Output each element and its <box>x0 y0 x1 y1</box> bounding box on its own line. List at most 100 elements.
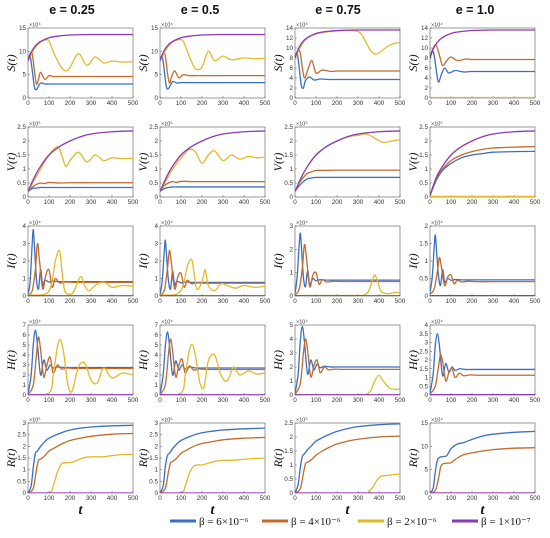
series-line-2-10 <box>28 339 133 395</box>
y-tick-label: 2.5 <box>17 124 26 131</box>
y-tick-label: 3 <box>154 420 158 427</box>
y-tick-label: 6 <box>154 332 158 339</box>
x-tick-label: 300 <box>353 397 364 404</box>
x-axis-label-1: t <box>79 503 84 518</box>
y-tick-label: 7 <box>22 322 26 329</box>
x-tick-label: 200 <box>467 298 478 305</box>
x-tick-label: 300 <box>488 495 499 502</box>
y-tick-label: 0.5 <box>149 478 158 485</box>
panel-r-t-e-0-5: 0 0.5 1 1.5 2 2.5 3 ×10⁵ 0 100 200 300 400 500 R(t) <box>136 417 271 503</box>
legend-label: β = 1×10⁻⁷ <box>481 516 531 528</box>
series-line-1-10 <box>430 29 535 59</box>
x-tick-label: 200 <box>65 100 76 107</box>
y-tick-label: 0.5 <box>149 180 158 187</box>
x-tick-label: 400 <box>374 199 385 206</box>
y-tick-label: 10 <box>286 45 294 52</box>
series-line-2-10 <box>28 38 133 72</box>
series-line-6-10 <box>28 55 133 91</box>
x-tick-label: 500 <box>128 100 139 107</box>
x-tick-label: 100 <box>44 100 55 107</box>
x-tick-label: 100 <box>446 397 457 404</box>
x-tick-label: 300 <box>218 397 229 404</box>
x-tick-label: 0 <box>158 199 162 206</box>
y-tick-label: 0.5 <box>419 383 428 390</box>
y-tick-label: 3 <box>424 340 428 347</box>
axis-exponent: ×10⁵ <box>161 417 173 424</box>
y-tick-label: 2.5 <box>17 432 26 439</box>
y-tick-label: 0 <box>424 293 428 300</box>
y-axis-label: H(t) <box>4 350 18 371</box>
y-tick-label: 2.5 <box>149 432 158 439</box>
x-tick-label: 300 <box>86 100 97 107</box>
y-tick-label: 1.5 <box>419 366 428 373</box>
axis-exponent: ×10⁴ <box>296 220 308 227</box>
y-axis-label: S(t) <box>136 54 150 71</box>
plot-area <box>159 225 266 297</box>
y-tick-label: 0 <box>22 293 26 300</box>
x-tick-label: 400 <box>107 397 118 404</box>
plot-area <box>429 324 536 396</box>
series-line-6-10 <box>160 331 265 395</box>
x-tick-label: 300 <box>488 298 499 305</box>
y-tick-label: 1.5 <box>149 152 158 159</box>
y-tick-label: 12 <box>421 35 429 42</box>
x-tick-label: 0 <box>428 397 432 404</box>
y-tick-label: 12 <box>286 35 294 42</box>
x-tick-label: 0 <box>428 298 432 305</box>
x-tick-label: 0 <box>158 397 162 404</box>
y-tick-label: 0 <box>289 95 293 102</box>
x-tick-label: 500 <box>260 397 271 404</box>
y-tick-label: 1 <box>424 258 428 265</box>
axis-exponent: ×10⁴ <box>431 417 443 424</box>
y-tick-label: 0 <box>289 194 293 201</box>
y-tick-label: 1 <box>289 166 293 173</box>
x-tick-label: 300 <box>353 199 364 206</box>
series-line-1-10 <box>295 130 400 192</box>
y-tick-label: 5 <box>289 322 293 329</box>
legend-label: β = 2×10⁻⁶ <box>387 516 437 528</box>
series-line-4-10 <box>160 52 265 84</box>
y-tick-label: 4 <box>289 75 293 82</box>
y-tick-label: 2 <box>22 443 26 450</box>
series-line-6-10 <box>430 234 535 293</box>
y-tick-label: 2 <box>424 85 428 92</box>
series-line-6-10 <box>295 52 400 90</box>
panel-s-t-e-0-25: 0 5 10 15 ×10⁴ 0 100 200 300 400 500 S(t) <box>4 22 139 108</box>
x-tick-label: 500 <box>128 199 139 206</box>
x-tick-label: 300 <box>353 100 364 107</box>
x-tick-label: 400 <box>239 495 250 502</box>
series-line-6-10 <box>295 176 400 192</box>
x-tick-label: 300 <box>218 298 229 305</box>
x-tick-label: 100 <box>311 397 322 404</box>
y-tick-label: 2.5 <box>284 420 293 427</box>
y-axis-label: R(t) <box>4 449 18 469</box>
x-tick-label: 400 <box>107 199 118 206</box>
y-tick-label: 0.5 <box>284 180 293 187</box>
series-line-4-10 <box>160 436 265 493</box>
axis-exponent: ×10⁵ <box>431 121 443 128</box>
panel-h-t-e-0-75: 0 1 2 3 4 5 ×10⁴ 0 100 200 300 400 500 H(t) <box>271 319 406 405</box>
y-tick-label: 5 <box>22 342 26 349</box>
x-tick-label: 400 <box>239 100 250 107</box>
x-tick-label: 500 <box>395 397 406 404</box>
x-tick-label: 0 <box>293 100 297 107</box>
x-tick-label: 100 <box>311 199 322 206</box>
series-line-4-10 <box>295 243 400 296</box>
y-tick-label: 10 <box>151 48 159 55</box>
x-tick-label: 500 <box>128 298 139 305</box>
axis-exponent: ×10⁵ <box>161 121 173 128</box>
x-tick-label: 400 <box>374 495 385 502</box>
y-tick-label: 1.5 <box>17 455 26 462</box>
series-line-1-10 <box>430 130 535 196</box>
y-tick-label: 2 <box>22 258 26 265</box>
x-tick-label: 400 <box>509 298 520 305</box>
y-tick-label: 2 <box>289 138 293 145</box>
y-axis-label: I(t) <box>4 253 18 269</box>
plot-area <box>159 324 266 396</box>
y-tick-label: 14 <box>286 25 294 32</box>
series-line-1-10 <box>28 33 133 61</box>
x-tick-label: 500 <box>530 298 541 305</box>
axis-exponent: ×10⁵ <box>29 121 41 128</box>
axis-exponent: ×10⁴ <box>161 319 173 326</box>
x-tick-label: 300 <box>218 199 229 206</box>
